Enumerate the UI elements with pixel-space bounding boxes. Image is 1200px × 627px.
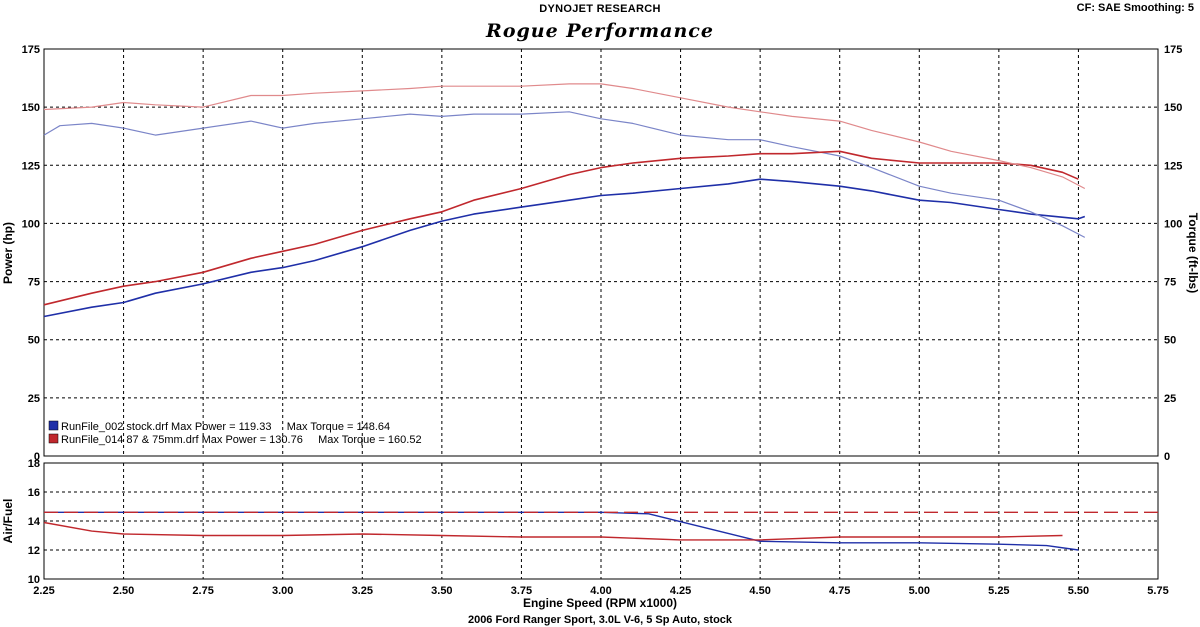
air-fuel-axis-label: Air/Fuel <box>1 499 15 544</box>
legend-swatch-stock <box>48 420 59 431</box>
company-title: DYNOJET RESEARCH <box>539 3 661 15</box>
x-tick-label: 3.00 <box>272 585 293 597</box>
power-torque-grid <box>44 49 1158 456</box>
air-fuel-tick-label: 12 <box>28 545 40 557</box>
power-tick-label: 75 <box>28 277 40 289</box>
legend-entry-stock: RunFile_002 stock.drf Max Power = 119.33… <box>61 421 390 433</box>
power-tick-label: 125 <box>22 160 40 172</box>
legend-swatch-modified <box>48 433 59 444</box>
air-fuel-tick-label: 16 <box>28 487 40 499</box>
x-tick-label: 2.75 <box>192 585 213 597</box>
torque-tick-label: 25 <box>1164 393 1176 405</box>
x-tick-label: 3.75 <box>511 585 532 597</box>
series-torque-stock <box>43 111 1086 238</box>
x-tick-label: 3.25 <box>352 585 373 597</box>
x-tick-label: 5.00 <box>909 585 930 597</box>
power-tick-label: 0 <box>34 451 40 463</box>
torque-tick-label: 175 <box>1164 44 1182 56</box>
x-tick-label: 5.50 <box>1068 585 1089 597</box>
air-fuel-tick-label: 14 <box>28 516 41 528</box>
x-tick-label: 4.50 <box>749 585 770 597</box>
air-fuel-tick-label: 18 <box>28 458 40 470</box>
torque-tick-label: 0 <box>1164 451 1170 463</box>
x-tick-label: 2.50 <box>113 585 134 597</box>
x-tick-label: 5.75 <box>1147 585 1168 597</box>
power-axis-label: Power (hp) <box>1 222 15 284</box>
air-fuel-tick-label: 10 <box>28 574 40 586</box>
torque-tick-label: 125 <box>1164 160 1182 172</box>
rpm-axis-label: Engine Speed (RPM x1000) <box>523 596 677 610</box>
x-tick-label: 2.25 <box>33 585 54 597</box>
power-tick-label: 150 <box>22 102 40 114</box>
power-tick-label: 175 <box>22 44 40 56</box>
settings-label: CF: SAE Smoothing: 5 <box>1076 2 1194 14</box>
torque-tick-label: 75 <box>1164 277 1176 289</box>
legend-entry-modified: RunFile_014 87 & 75mm.drf Max Power = 13… <box>61 434 422 446</box>
series-power-stock <box>43 178 1086 318</box>
torque-tick-label: 50 <box>1164 335 1176 347</box>
vehicle-caption: 2006 Ford Ranger Sport, 3.0L V-6, 5 Sp A… <box>467 614 733 626</box>
x-tick-label: 3.50 <box>431 585 452 597</box>
x-tick-label: 5.25 <box>988 585 1009 597</box>
brand-title: Rogue Performance <box>486 20 714 42</box>
series-afr-modified <box>43 521 1063 541</box>
air-fuel-grid <box>44 463 1158 579</box>
power-torque-series <box>43 83 1086 318</box>
axis-ticks: 2.25 2.50 2.75 3.00 3.25 3.50 3.75 4.00 4.25 4.50… <box>22 44 1183 597</box>
x-tick-label: 4.25 <box>670 585 691 597</box>
air-fuel-series <box>43 511 1158 551</box>
x-tick-label: 4.00 <box>590 585 611 597</box>
series-torque-modified <box>43 83 1086 190</box>
torque-tick-label: 150 <box>1164 102 1182 114</box>
power-tick-label: 100 <box>22 218 40 230</box>
power-tick-label: 50 <box>28 335 40 347</box>
power-tick-label: 25 <box>28 393 40 405</box>
x-tick-label: 4.75 <box>829 585 850 597</box>
torque-tick-label: 100 <box>1164 218 1182 230</box>
series-power-modified <box>43 150 1079 306</box>
torque-axis-label: Torque (ft-lbs) <box>1186 213 1200 293</box>
